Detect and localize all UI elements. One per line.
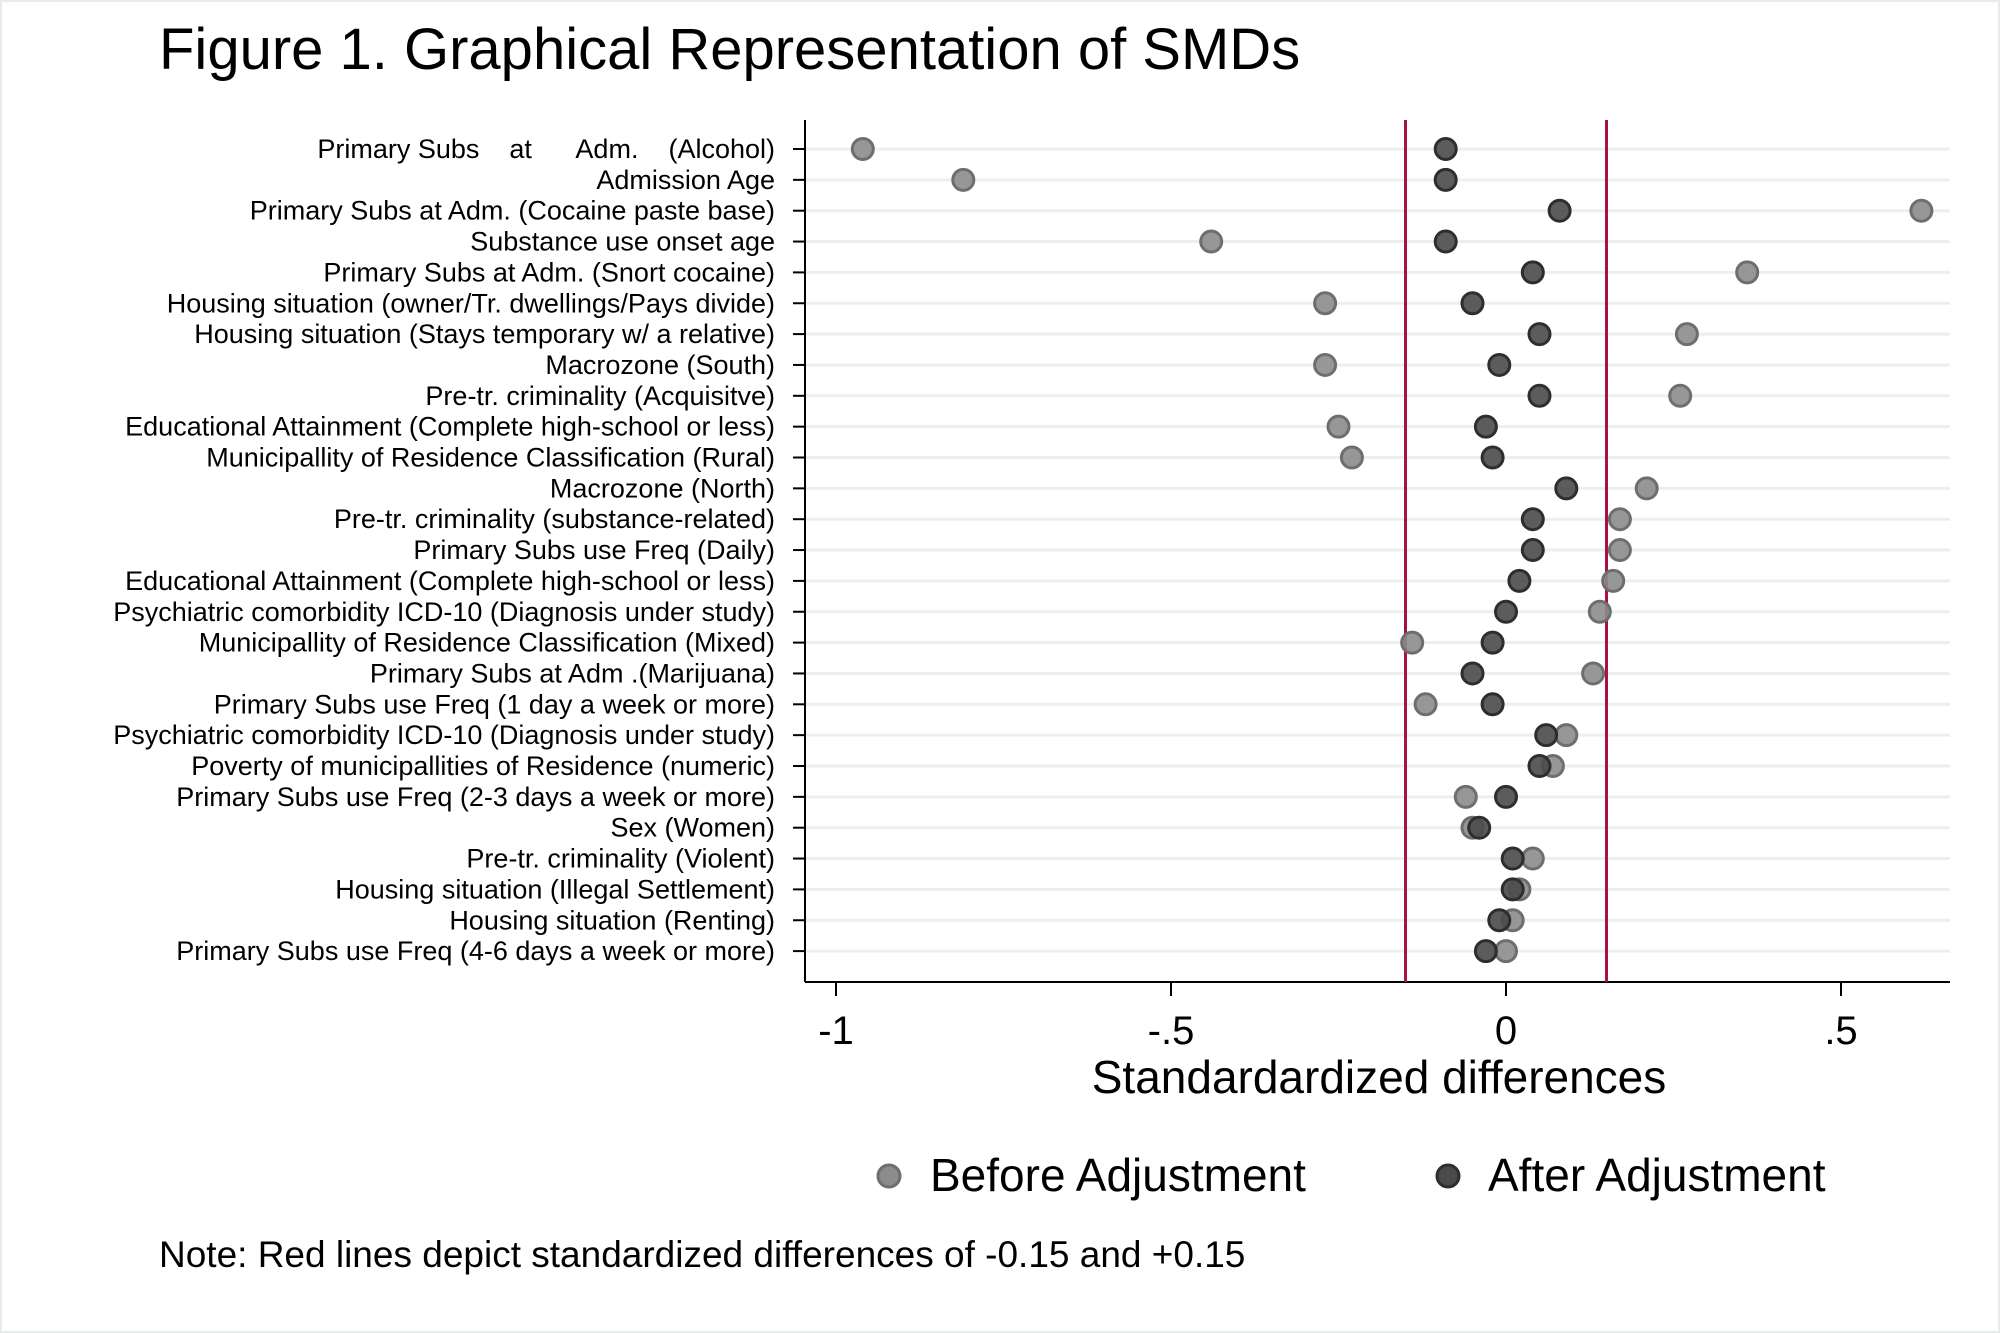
y-tick-label: Pre-tr. criminality (Violent): [466, 844, 775, 874]
after-adjustment-point: [1494, 599, 1518, 624]
x-tick-label: .5: [1824, 1009, 1857, 1053]
after-adjustment-point: [1480, 630, 1505, 655]
before-adjustment-point: [1581, 661, 1606, 686]
after-adjustment-point: [1433, 229, 1458, 254]
before-adjustment-point: [1413, 692, 1438, 717]
after-adjustment-point: [1494, 784, 1518, 809]
before-adjustment-point: [1199, 229, 1224, 254]
after-adjustment-point: [1500, 877, 1525, 902]
y-tick-label: Educational Attainment (Complete high-sc…: [125, 412, 775, 442]
before-adjustment-point: [1494, 939, 1518, 964]
y-tick-label: Macrozone (South): [545, 350, 775, 380]
after-adjustment-point: [1527, 754, 1552, 778]
after-adjustment-point: [1473, 414, 1498, 439]
x-tick-label: -1: [818, 1009, 854, 1053]
y-tick-label: Macrozone (North): [550, 473, 775, 503]
legend-label-before: Before Adjustment: [930, 1149, 1306, 1201]
after-adjustment-point: [1527, 322, 1552, 347]
y-tick-label: Primary Subs use Freq (2-3 days a week o…: [176, 782, 775, 812]
x-tick-label: 0: [1495, 1009, 1517, 1053]
before-adjustment-point: [1735, 260, 1760, 285]
after-adjustment-point: [1520, 507, 1545, 532]
y-tick-label: Municipallity of Residence Classificatio…: [206, 443, 775, 473]
after-adjustment-point: [1480, 692, 1505, 717]
after-adjustment-point: [1460, 661, 1485, 686]
after-adjustment-point: [1433, 137, 1458, 161]
y-tick-label: Primary Subs use Freq (Daily): [413, 535, 775, 565]
y-tick-label: Primary Subs at Adm. (Snort cocaine): [323, 257, 775, 287]
x-axis-title: Standardardized differences: [1092, 1051, 1667, 1103]
after-adjustment-point: [1487, 908, 1512, 933]
y-tick-label: Housing situation (Illegal Settlement): [335, 874, 775, 904]
after-adjustment-point: [1547, 198, 1572, 223]
before-adjustment-point: [1400, 630, 1425, 655]
legend-marker-before: [876, 1163, 902, 1189]
y-tick-label: Housing situation (Renting): [449, 905, 775, 935]
before-adjustment-point: [1668, 383, 1693, 408]
y-tick-label: Housing situation (owner/Tr. dwellings/P…: [167, 288, 775, 318]
before-adjustment-point: [1607, 538, 1632, 563]
y-tick-label: Psychiatric comorbidity ICD-10 (Diagnosi…: [113, 597, 775, 627]
after-adjustment-point: [1534, 723, 1559, 748]
before-adjustment-point: [1339, 445, 1364, 470]
before-adjustment-point: [1313, 352, 1338, 377]
y-tick-label: Admission Age: [596, 165, 775, 195]
after-adjustment-point: [1460, 291, 1485, 316]
y-tick-label: Housing situation (Stays temporary w/ a …: [194, 319, 775, 349]
legend-label-after: After Adjustment: [1488, 1149, 1826, 1201]
chart-note: Note: Red lines depict standardized diff…: [159, 1234, 1246, 1275]
after-adjustment-point: [1433, 167, 1458, 192]
after-adjustment-point: [1520, 538, 1545, 563]
before-adjustment-point: [1453, 784, 1478, 809]
y-tick-label: Educational Attainment (Complete high-sc…: [125, 566, 775, 596]
y-tick-label: Sex (Women): [610, 813, 775, 843]
legend-marker-after: [1435, 1163, 1461, 1189]
before-adjustment-point: [1634, 476, 1659, 501]
y-tick-label: Primary Subs at Adm. (Cocaine paste base…: [250, 196, 775, 226]
before-adjustment-point: [1554, 723, 1579, 748]
after-adjustment-point: [1507, 568, 1532, 593]
before-adjustment-point: [1326, 414, 1351, 439]
before-adjustment-point: [1607, 507, 1632, 532]
y-tick-label: Primary Subs use Freq (1 day a week or m…: [214, 689, 775, 719]
after-adjustment-point: [1487, 352, 1512, 377]
after-adjustment-point: [1527, 383, 1552, 408]
y-tick-label: Psychiatric comorbidity ICD-10 (Diagnosi…: [113, 720, 775, 750]
y-tick-label: Primary Subs at Adm. (Alcohol): [317, 134, 775, 164]
before-adjustment-point: [1520, 846, 1545, 871]
y-tick-label: Substance use onset age: [470, 227, 775, 257]
before-adjustment-point: [850, 137, 875, 161]
after-adjustment-point: [1473, 939, 1498, 964]
y-tick-label: Pre-tr. criminality (Acquisitve): [425, 381, 775, 411]
before-adjustment-point: [951, 167, 976, 192]
before-adjustment-point: [1601, 568, 1626, 593]
after-adjustment-point: [1500, 846, 1525, 871]
after-adjustment-point: [1467, 815, 1492, 840]
before-adjustment-point: [1313, 291, 1338, 316]
y-tick-label: Pre-tr. criminality (substance-related): [334, 504, 775, 534]
after-adjustment-point: [1480, 445, 1505, 470]
y-tick-label: Primary Subs use Freq (4-6 days a week o…: [176, 936, 775, 966]
before-adjustment-point: [1674, 322, 1699, 347]
x-tick-label: -.5: [1148, 1009, 1195, 1053]
before-adjustment-point: [1587, 599, 1612, 624]
y-tick-label: Municipallity of Residence Classificatio…: [199, 628, 775, 658]
chart-title: Figure 1. Graphical Representation of SM…: [159, 17, 1301, 82]
y-tick-label: Poverty of municipallities of Residence …: [191, 751, 775, 781]
after-adjustment-point: [1554, 476, 1579, 501]
after-adjustment-point: [1520, 260, 1545, 285]
y-tick-label: Primary Subs at Adm .(Marijuana): [370, 658, 775, 688]
before-adjustment-point: [1909, 198, 1934, 223]
